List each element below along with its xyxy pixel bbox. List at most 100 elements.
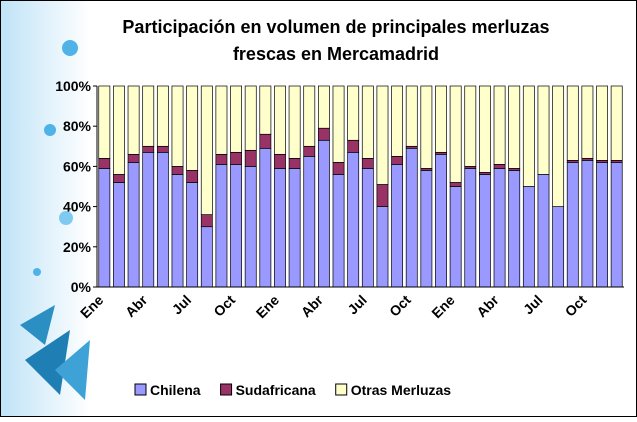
bar-segment — [200, 85, 213, 215]
bar-segment — [171, 174, 184, 288]
bar-segment — [288, 168, 301, 288]
bar-segment — [230, 164, 242, 288]
bar-segment — [361, 158, 374, 169]
bar-segment — [581, 85, 594, 159]
bar-segment — [127, 153, 140, 163]
bar-segment — [171, 166, 184, 175]
bar-segment — [449, 186, 462, 288]
bar-segment — [464, 168, 477, 288]
bar-segment — [244, 149, 257, 167]
bar-segment — [288, 158, 301, 169]
bar-segment — [215, 153, 228, 165]
bar-segment — [566, 85, 579, 161]
bar-segment — [522, 186, 535, 288]
bar-segment — [317, 139, 330, 288]
bar-segment — [244, 85, 257, 151]
bar-segment — [288, 85, 301, 159]
bar-segment — [493, 168, 506, 288]
bar-segment — [98, 158, 111, 169]
bar-segment — [274, 153, 286, 169]
bar-segment — [200, 226, 213, 288]
bar-segment — [493, 85, 506, 165]
bar-segment — [566, 162, 579, 288]
bubble — [62, 40, 78, 56]
bar-segment — [113, 182, 125, 288]
bar-segment — [142, 85, 155, 147]
legend-swatch — [335, 383, 348, 396]
arrow-decoration — [20, 305, 55, 345]
bar-segment — [596, 162, 608, 288]
bar-segment — [171, 85, 184, 167]
bar-segment — [435, 153, 447, 288]
bar-segment — [113, 174, 125, 183]
bar-segment — [479, 85, 491, 173]
bar-segment — [420, 85, 433, 169]
bubble — [59, 211, 73, 225]
bar-segment — [347, 151, 360, 288]
bar-segment — [552, 206, 565, 288]
bar-segment — [98, 85, 111, 159]
bar-segment — [391, 85, 404, 157]
bar-segment — [127, 85, 140, 155]
bar-segment — [376, 184, 389, 207]
bar-segment — [332, 85, 345, 163]
bar-segment — [347, 139, 360, 153]
bar-segment — [405, 147, 418, 288]
bar-segment — [610, 162, 623, 288]
bar-segment — [127, 162, 140, 288]
bar-segment — [391, 156, 404, 165]
bar-segment — [508, 85, 521, 169]
bar-segment — [522, 85, 535, 187]
bubble — [44, 124, 56, 136]
bar-segment — [479, 174, 491, 288]
bar-segment — [156, 85, 169, 147]
bar-segment — [361, 85, 374, 159]
bar-segment — [230, 85, 242, 153]
bar-segment — [376, 85, 389, 185]
y-tick-label: 40% — [63, 199, 92, 215]
bar-segment — [317, 85, 330, 129]
bar-segment — [537, 174, 550, 288]
y-tick-label: 0% — [71, 279, 92, 295]
bar-segment — [142, 145, 155, 153]
arrow-decoration — [55, 340, 90, 400]
bar-segment — [200, 214, 213, 228]
bar-segment — [537, 85, 550, 175]
legend-swatch — [220, 383, 233, 396]
bar-segment — [303, 156, 316, 288]
bar-segment — [303, 85, 316, 147]
bar-segment — [274, 85, 286, 155]
legend-swatch — [134, 383, 147, 396]
y-tick-label: 20% — [63, 239, 92, 255]
bar-segment — [508, 170, 521, 288]
bar-segment — [274, 168, 286, 288]
bubble — [33, 268, 41, 276]
bar-segment — [186, 182, 199, 288]
bar-segment — [405, 85, 418, 147]
bar-segment — [361, 168, 374, 288]
bar-segment — [259, 133, 272, 149]
bar-segment — [552, 85, 565, 207]
bar-segment — [464, 85, 477, 167]
legend-label: Otras Merluzas — [351, 382, 452, 398]
bar-segment — [332, 162, 345, 175]
bar-segment — [610, 85, 623, 161]
bar-segment — [215, 85, 228, 155]
bar-segment — [259, 85, 272, 135]
bar-segment — [244, 166, 257, 288]
bar-segment — [449, 182, 462, 187]
bar-segment — [596, 85, 608, 161]
arrow-decoration — [25, 330, 70, 395]
bar-segment — [376, 206, 389, 288]
legend-label: Chilena — [150, 382, 201, 398]
chart-title: Participación en volumen de principales … — [122, 17, 549, 64]
bar-segment — [317, 127, 330, 141]
bar-segment — [156, 145, 169, 153]
bar-segment — [391, 164, 404, 288]
bar-segment — [347, 85, 360, 141]
bar-segment — [186, 170, 199, 183]
y-tick-label: 60% — [63, 158, 92, 174]
bar-segment — [113, 85, 125, 175]
bar-segment — [449, 85, 462, 183]
